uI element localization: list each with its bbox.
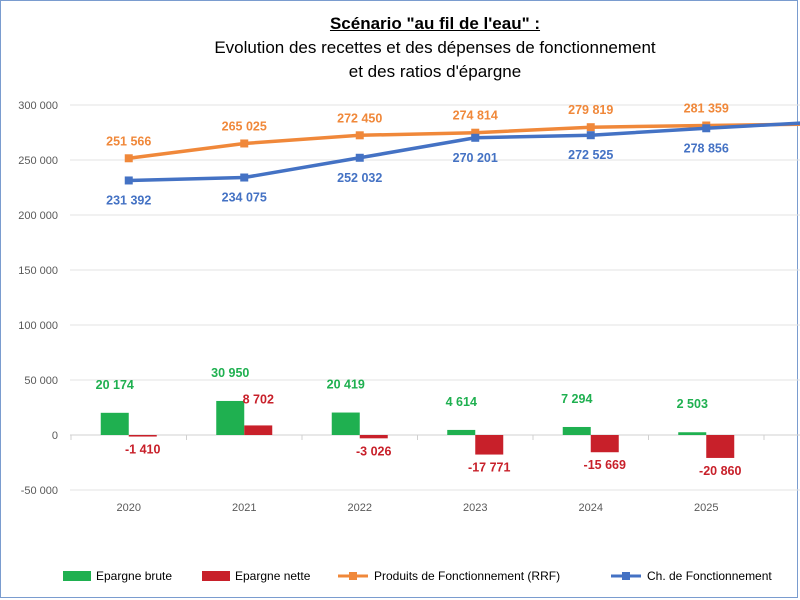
data-label-epargne-brute: 20 419 — [327, 378, 365, 392]
bar-epargne-nette — [475, 435, 504, 455]
legend-label: Ch. de Fonctionnement — [647, 569, 772, 583]
data-label-charges: 278 856 — [684, 141, 729, 155]
marker-charges — [586, 131, 595, 140]
chart-titles: Scénario "au fil de l'eau" : Evolution d… — [0, 12, 800, 84]
legend-marker — [349, 572, 357, 580]
bar-epargne-nette — [244, 425, 273, 435]
data-label-epargne-brute: 20 174 — [96, 378, 134, 392]
data-label-produits: 274 814 — [453, 109, 498, 123]
x-tick-label: 2020 — [117, 502, 141, 514]
y-tick-label: 0 — [52, 430, 58, 442]
y-tick-label: 250 000 — [18, 155, 58, 167]
marker-charges — [471, 133, 480, 142]
data-label-charges: 272 525 — [568, 148, 613, 162]
data-label-epargne-brute: 7 294 — [561, 392, 592, 406]
x-tick-label: 2025 — [694, 502, 718, 514]
data-label-epargne-nette: -20 860 — [699, 464, 741, 478]
data-label-epargne-nette: -1 410 — [125, 443, 160, 457]
marker-charges — [702, 124, 711, 133]
data-label-epargne-brute: 30 950 — [211, 366, 249, 380]
data-label-charges: 234 075 — [222, 191, 267, 205]
y-tick-label: 100 000 — [18, 320, 58, 332]
marker-produits — [124, 154, 133, 163]
data-label-produits: 279 819 — [568, 103, 613, 117]
x-tick-label: 2023 — [463, 502, 487, 514]
marker-produits — [586, 123, 595, 132]
data-label-produits: 265 025 — [222, 119, 267, 133]
bar-epargne-brute — [331, 412, 360, 435]
marker-produits — [471, 128, 480, 137]
data-label-charges: 231 392 — [106, 193, 151, 207]
data-label-epargne-nette: -15 669 — [584, 458, 626, 472]
y-tick-label: 150 000 — [18, 265, 58, 277]
x-tick-label: 2022 — [348, 502, 372, 514]
bar-epargne-nette — [359, 435, 388, 439]
data-label-produits: 272 450 — [337, 111, 382, 125]
data-label-epargne-brute: 4 614 — [446, 395, 477, 409]
marker-charges — [124, 176, 133, 185]
bar-epargne-brute — [100, 412, 129, 435]
legend-label: Epargne nette — [235, 569, 311, 583]
legend-swatch — [202, 571, 230, 581]
legend-swatch — [63, 571, 91, 581]
bar-epargne-nette — [128, 435, 157, 437]
y-tick-label: 50 000 — [24, 375, 58, 387]
chart-subtitle-line-2: et des ratios d'épargne — [348, 62, 522, 81]
bar-epargne-brute — [447, 429, 476, 435]
marker-produits — [240, 139, 249, 148]
data-label-epargne-nette: -3 026 — [356, 444, 391, 458]
x-tick-label: 2021 — [232, 502, 256, 514]
legend-marker — [622, 572, 630, 580]
x-tick-label: 2024 — [579, 502, 603, 514]
data-label-charges: 270 201 — [453, 151, 498, 165]
bar-epargne-nette — [706, 435, 735, 458]
data-label-epargne-nette: -17 771 — [468, 461, 510, 475]
marker-produits — [355, 131, 364, 140]
y-tick-label: 200 000 — [18, 210, 58, 222]
data-label-produits: 251 566 — [106, 134, 151, 148]
bar-epargne-brute — [216, 400, 245, 435]
data-label-epargne-brute: 2 503 — [677, 397, 708, 411]
marker-charges — [240, 173, 249, 182]
bar-epargne-nette — [590, 435, 619, 453]
data-label-epargne-nette: 8 702 — [243, 392, 274, 406]
bar-epargne-brute — [678, 432, 707, 435]
data-label-charges: 252 032 — [337, 171, 382, 185]
y-tick-label: 300 000 — [18, 100, 58, 112]
legend-label: Epargne brute — [96, 569, 172, 583]
marker-charges — [355, 153, 364, 162]
bar-epargne-brute — [562, 426, 591, 435]
data-label-produits: 281 359 — [684, 102, 729, 116]
chart-subtitle-line-1: Evolution des recettes et des dépenses d… — [214, 38, 656, 57]
y-tick-label: -50 000 — [21, 485, 58, 497]
legend-label: Produits de Fonctionnement (RRF) — [374, 569, 560, 583]
chart-title: Scénario "au fil de l'eau" : — [329, 14, 541, 33]
